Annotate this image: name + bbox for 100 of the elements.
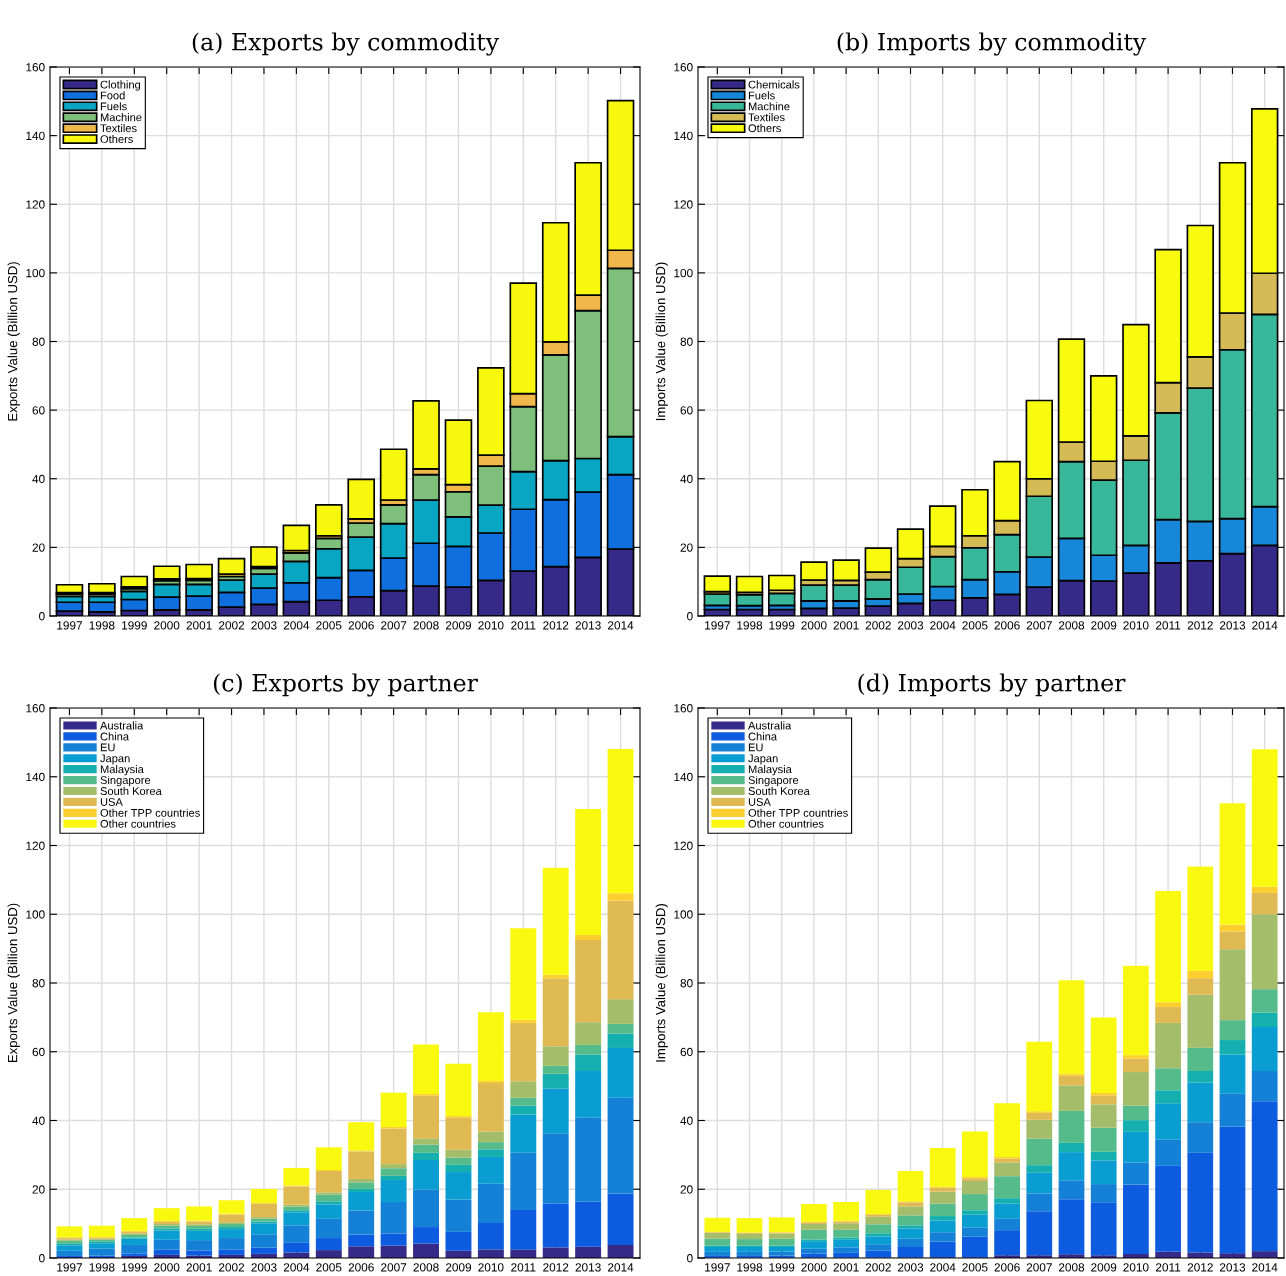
x-tick-label: 2002: [865, 1263, 891, 1272]
x-tick-label: 2001: [833, 621, 859, 630]
x-tick-label: 2004: [930, 621, 956, 630]
y-tick-label: 120: [674, 200, 693, 209]
legend-label: Malaysia: [748, 764, 792, 776]
legend-label: Others: [748, 123, 781, 133]
y-tick-label: 100: [674, 268, 693, 278]
x-tick-label: 2009: [445, 621, 472, 630]
x-tick-label: 2007: [1026, 621, 1052, 630]
x-tick-label: 1999: [769, 1263, 795, 1272]
x-tick-label: 2005: [962, 1263, 988, 1272]
y-tick-label: 100: [26, 910, 45, 919]
y-tick-label: 80: [680, 337, 693, 346]
legend-label: South Korea: [100, 786, 162, 795]
y-tick-label: 100: [674, 910, 693, 919]
y-tick-label: 140: [26, 772, 45, 782]
y-tick-label: 20: [32, 1185, 45, 1194]
legend-label: USA: [748, 798, 771, 806]
x-tick-label: 2003: [251, 1263, 277, 1272]
x-tick-label: 2014: [1252, 1263, 1278, 1272]
x-tick-label: 2001: [833, 1263, 859, 1272]
x-tick-label: 1998: [737, 621, 763, 630]
legend-label: Malaysia: [100, 764, 144, 776]
legend-label: Japan: [748, 754, 778, 765]
x-tick-label: 2005: [316, 1263, 342, 1272]
x-tick-label: 2002: [219, 621, 245, 630]
x-tick-label: 2004: [283, 621, 310, 630]
x-tick-label: 1998: [89, 621, 115, 630]
y-tick-label: 160: [26, 704, 45, 713]
x-tick-label: 2013: [1219, 1263, 1246, 1272]
legend-label: Singapore: [748, 775, 799, 787]
y-tick-label: 60: [32, 1047, 45, 1057]
x-tick-label: 2008: [413, 1263, 439, 1272]
legend-label: Other countries: [748, 819, 824, 828]
x-tick-label: 2013: [575, 1263, 601, 1272]
y-tick-label: 40: [680, 1116, 693, 1125]
x-tick-label: 2005: [962, 621, 988, 630]
y-tick-label: 160: [674, 704, 693, 713]
x-tick-label: 2013: [1219, 621, 1246, 630]
x-tick-label: 2011: [1155, 621, 1181, 630]
y-tick-label: 40: [32, 1116, 45, 1125]
x-tick-label: 1997: [57, 1263, 82, 1272]
y-tick-label: 20: [680, 543, 693, 552]
x-tick-label: 2009: [1091, 1263, 1117, 1272]
legend-label: China: [100, 732, 130, 741]
x-tick-label: 2004: [283, 1263, 310, 1272]
legend-label: Other TPP countries: [748, 808, 848, 817]
x-tick-label: 2011: [511, 1263, 536, 1272]
y-axis-title: Exports Value (Billion USD): [7, 262, 20, 421]
legend-label: EU: [748, 743, 763, 752]
x-tick-label: 2014: [608, 1263, 634, 1272]
legend-label: Machine: [100, 113, 142, 122]
x-tick-label: 2008: [413, 621, 439, 630]
y-axis-title: Imports Value (Billion USD): [655, 904, 668, 1062]
x-tick-label: 2004: [930, 1263, 956, 1272]
y-tick-label: 120: [26, 200, 45, 209]
legend-label: Fuels: [748, 91, 775, 100]
y-tick-label: 140: [26, 131, 45, 141]
x-tick-label: 2006: [348, 621, 374, 630]
y-tick-label: 60: [680, 406, 693, 415]
legend-label: South Korea: [748, 786, 810, 795]
x-tick-label: 2000: [801, 1263, 827, 1272]
x-tick-label: 2005: [316, 621, 342, 630]
x-tick-label: 2003: [897, 621, 924, 630]
legend-label: Singapore: [100, 775, 151, 787]
y-tick-label: 0: [687, 612, 693, 621]
x-tick-label: 2001: [186, 621, 212, 630]
x-tick-label: 1998: [89, 1263, 115, 1272]
legend-label: Clothing: [100, 80, 141, 91]
legend-label: Machine: [748, 102, 790, 111]
x-tick-label: 2000: [801, 621, 827, 630]
x-tick-label: 2014: [608, 621, 634, 630]
legend-label: USA: [100, 798, 123, 806]
x-tick-label: 2003: [251, 621, 277, 630]
x-tick-label: 2007: [381, 621, 407, 630]
legend-label: Textiles: [748, 113, 785, 122]
x-tick-label: 2014: [1252, 621, 1278, 630]
y-tick-label: 60: [32, 406, 45, 415]
legend-label: EU: [100, 743, 115, 752]
x-tick-label: 2010: [478, 621, 504, 630]
chart-title: (b) Imports by commodity: [837, 32, 1147, 56]
y-tick-label: 140: [674, 131, 693, 141]
y-tick-label: 60: [680, 1047, 693, 1057]
x-tick-label: 2008: [1058, 1263, 1085, 1272]
y-tick-label: 120: [674, 841, 693, 850]
y-tick-label: 0: [39, 1254, 45, 1263]
y-tick-label: 80: [680, 979, 693, 988]
y-tick-label: 140: [674, 772, 693, 782]
x-tick-label: 2007: [1026, 1263, 1052, 1272]
x-tick-label: 2010: [478, 1263, 504, 1272]
x-tick-label: 2012: [543, 1263, 569, 1272]
x-tick-label: 2000: [154, 1263, 180, 1272]
x-tick-label: 2012: [1187, 621, 1213, 630]
x-tick-label: 1997: [57, 621, 82, 630]
x-tick-label: 2011: [511, 621, 536, 630]
y-tick-label: 160: [26, 63, 45, 72]
legend-label: Chemicals: [748, 80, 800, 89]
x-tick-label: 1997: [705, 1263, 730, 1272]
x-tick-label: 2011: [1155, 1263, 1181, 1272]
x-tick-label: 2009: [445, 1263, 472, 1272]
